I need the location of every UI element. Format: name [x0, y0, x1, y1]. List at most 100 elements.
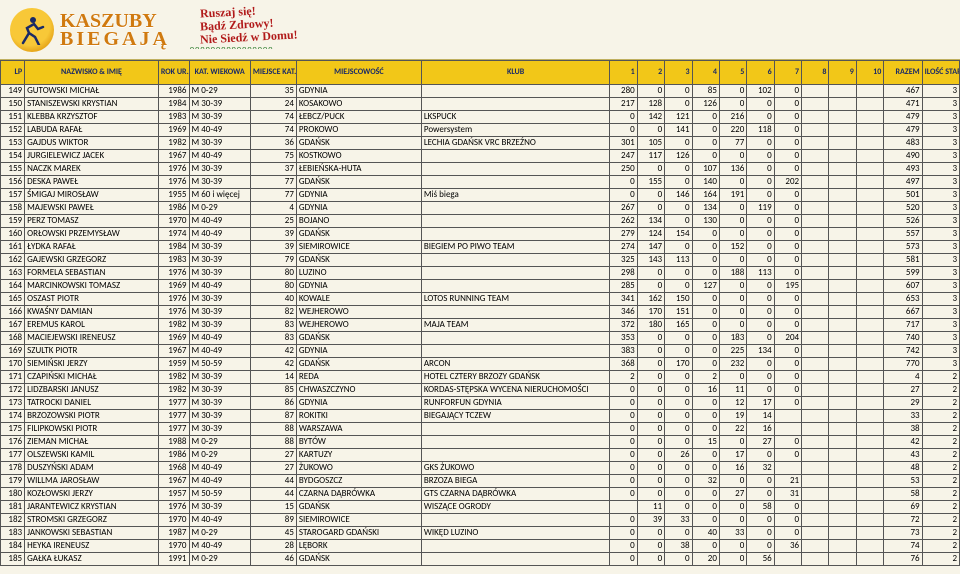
- cell: ŁEBIEŃSKA-HUTA: [296, 163, 421, 176]
- cell: LĘBORK: [296, 540, 421, 553]
- cell: 82: [250, 306, 296, 319]
- cell: 0: [665, 553, 692, 566]
- cell: 58: [747, 501, 774, 514]
- cell: 113: [747, 267, 774, 280]
- cell: 0: [774, 111, 801, 124]
- cell: [421, 85, 610, 98]
- cell: 42: [250, 358, 296, 371]
- cell: 2: [922, 371, 959, 384]
- cell: 3: [922, 306, 959, 319]
- cell: [802, 306, 829, 319]
- cell: M 30-39: [189, 254, 250, 267]
- cell: 0: [747, 306, 774, 319]
- cell: 0: [665, 410, 692, 423]
- cell: M 30-39: [189, 371, 250, 384]
- cell: 0: [747, 150, 774, 163]
- cell: 1984: [158, 98, 189, 111]
- cell: [802, 111, 829, 124]
- cell: [856, 384, 883, 397]
- cell: 0: [610, 449, 637, 462]
- cell: 0: [665, 436, 692, 449]
- cell: 0: [665, 163, 692, 176]
- cell: 3: [922, 228, 959, 241]
- cell: [802, 150, 829, 163]
- cell: 33: [665, 514, 692, 527]
- cell: [856, 189, 883, 202]
- th-s3: 3: [665, 61, 692, 85]
- th-kat: KAT. WIEKOWA: [189, 61, 250, 85]
- cell: 0: [719, 98, 746, 111]
- cell: M 60 i więcej: [189, 189, 250, 202]
- table-row: 180KOZŁOWSKI JERZY1957M 50-5944CZARNA DĄ…: [1, 488, 960, 501]
- cell: 77: [719, 137, 746, 150]
- cell: [829, 293, 856, 306]
- cell: 0: [692, 423, 719, 436]
- th-ilosc: ILOŚĆ STARTÓW: [922, 61, 959, 85]
- cell: 1977: [158, 423, 189, 436]
- cell: [802, 475, 829, 488]
- cell: [774, 423, 801, 436]
- cell: 75: [250, 150, 296, 163]
- cell: 149: [1, 85, 25, 98]
- cell: [829, 189, 856, 202]
- cell: 17: [719, 449, 746, 462]
- cell: [856, 475, 883, 488]
- cell: PERZ TOMASZ: [25, 215, 159, 228]
- cell: 1959: [158, 358, 189, 371]
- cell: 1970: [158, 215, 189, 228]
- cell: [802, 410, 829, 423]
- cell: 0: [665, 527, 692, 540]
- cell: 0: [747, 319, 774, 332]
- cell: 126: [692, 98, 719, 111]
- cell: [421, 254, 610, 267]
- cell: 22: [719, 423, 746, 436]
- cell: [802, 228, 829, 241]
- cell: [421, 267, 610, 280]
- cell: 368: [610, 358, 637, 371]
- cell: 2: [922, 514, 959, 527]
- cell: 0: [692, 228, 719, 241]
- cell: FORMELA SEBASTIAN: [25, 267, 159, 280]
- cell: GDYNIA: [296, 85, 421, 98]
- cell: MAJA TEAM: [421, 319, 610, 332]
- cell: SIEMIROWICE: [296, 241, 421, 254]
- cell: 0: [719, 215, 746, 228]
- cell: 1976: [158, 306, 189, 319]
- cell: 58: [884, 488, 922, 501]
- cell: LOTOS RUNNING TEAM: [421, 293, 610, 306]
- table-row: 171CZAPIŃSKI MICHAŁ1982M 30-3914REDAHOTE…: [1, 371, 960, 384]
- cell: [802, 176, 829, 189]
- cell: 520: [884, 202, 922, 215]
- th-s5: 5: [719, 61, 746, 85]
- cell: Miś biega: [421, 189, 610, 202]
- cell: 0: [692, 241, 719, 254]
- cell: 232: [719, 358, 746, 371]
- cell: [774, 462, 801, 475]
- cell: 0: [665, 202, 692, 215]
- cell: BRZOZOWSKI PIOTR: [25, 410, 159, 423]
- cell: 105: [637, 137, 664, 150]
- cell: 74: [250, 111, 296, 124]
- cell: 37: [250, 163, 296, 176]
- cell: 72: [884, 514, 922, 527]
- cell: 0: [692, 501, 719, 514]
- cell: 573: [884, 241, 922, 254]
- cell: 3: [922, 332, 959, 345]
- cell: 17: [747, 397, 774, 410]
- cell: LIDZBARSKI JANUSZ: [25, 384, 159, 397]
- cell: M 30-39: [189, 384, 250, 397]
- cell: GUTOWSKI MICHAŁ: [25, 85, 159, 98]
- cell: GDYNIA: [296, 280, 421, 293]
- cell: [829, 280, 856, 293]
- cell: 179: [1, 475, 25, 488]
- cell: 0: [747, 280, 774, 293]
- cell: 40: [692, 527, 719, 540]
- cell: M 40-49: [189, 124, 250, 137]
- cell: 36: [250, 137, 296, 150]
- cell: 0: [774, 397, 801, 410]
- table-row: 170SIEMIŃSKI JERZY1959M 50-5942GDAŃSKARC…: [1, 358, 960, 371]
- cell: 0: [665, 475, 692, 488]
- cell: 493: [884, 163, 922, 176]
- cell: 0: [637, 527, 664, 540]
- cell: 3: [922, 267, 959, 280]
